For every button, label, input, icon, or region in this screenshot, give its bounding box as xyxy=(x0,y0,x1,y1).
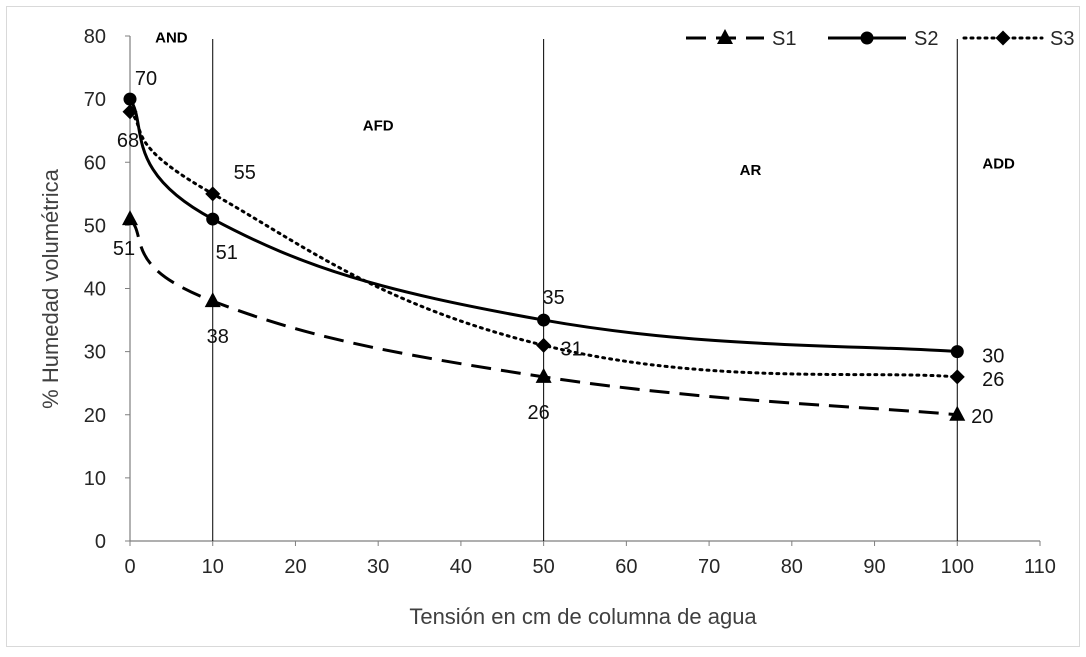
data-label-s3: 55 xyxy=(234,162,256,184)
x-tick-label: 0 xyxy=(124,556,135,578)
legend-marker-s2 xyxy=(860,31,874,45)
data-label-s2: 35 xyxy=(543,287,565,309)
x-tick-label: 90 xyxy=(863,556,885,578)
legend-label-s2: S2 xyxy=(914,28,938,50)
data-point-s1 xyxy=(949,405,966,421)
chart-frame xyxy=(6,6,1080,647)
x-tick-label: 10 xyxy=(202,556,224,578)
y-tick-label: 20 xyxy=(84,405,106,427)
data-label-s2: 30 xyxy=(982,346,1004,368)
data-label-s3: 68 xyxy=(117,130,139,152)
data-point-s2 xyxy=(123,92,137,106)
data-point-s2 xyxy=(537,313,551,327)
y-tick-label: 70 xyxy=(84,89,106,111)
x-axis-title: Tensión en cm de columna de agua xyxy=(409,604,757,629)
legend-label-s3: S3 xyxy=(1050,28,1074,50)
data-point-s1 xyxy=(535,367,552,383)
data-label-s2: 51 xyxy=(216,242,238,264)
legend-marker-s1 xyxy=(717,29,733,44)
region-label: AR xyxy=(740,162,762,179)
data-label-s1: 26 xyxy=(528,402,550,424)
data-label-s1: 20 xyxy=(971,406,993,428)
y-tick-label: 10 xyxy=(84,468,106,490)
y-tick-label: 50 xyxy=(84,215,106,237)
data-label-s1: 38 xyxy=(207,326,229,348)
legend: S1 S2 S3 xyxy=(686,28,1074,50)
region-label: AND xyxy=(155,29,188,46)
x-tick-label: 110 xyxy=(1024,556,1056,578)
data-labels: 51 38 26 20 70 51 35 30 68 55 31 26 xyxy=(113,68,1005,428)
y-tick-label: 30 xyxy=(84,342,106,364)
x-tick-label: 100 xyxy=(941,556,974,578)
y-tick-label: 0 xyxy=(95,531,106,553)
reference-lines xyxy=(212,39,958,541)
x-tick-label: 20 xyxy=(284,556,306,578)
region-label: ADD xyxy=(982,156,1015,173)
y-tick-label: 60 xyxy=(84,152,106,174)
x-tick-label: 80 xyxy=(781,556,803,578)
region-label: AFD xyxy=(363,118,394,135)
axes: 0 10 20 30 40 50 60 70 80 90 100 110 0 10 20 30 40 50 60 70… xyxy=(84,26,1056,578)
x-tick-label: 50 xyxy=(533,556,555,578)
x-tick-label: 40 xyxy=(450,556,472,578)
data-point-s3 xyxy=(122,104,138,120)
series-line-s1 xyxy=(128,217,958,417)
data-point-s3 xyxy=(949,369,965,385)
series-group xyxy=(122,92,966,421)
data-label-s1: 51 xyxy=(113,238,135,260)
data-label-s2: 70 xyxy=(135,68,157,90)
data-point-s2 xyxy=(206,212,220,226)
series-line-s2 xyxy=(128,98,958,354)
data-point-s3 xyxy=(205,186,221,202)
legend-marker-s3 xyxy=(995,30,1011,46)
data-label-s3: 31 xyxy=(561,338,583,360)
series-line-s3 xyxy=(128,110,959,379)
data-label-s3: 26 xyxy=(982,369,1004,391)
legend-label-s1: S1 xyxy=(772,28,796,50)
y-tick-label: 40 xyxy=(84,279,106,301)
y-tick-label: 80 xyxy=(84,26,106,48)
data-point-s1 xyxy=(122,210,138,226)
data-point-s1 xyxy=(204,292,221,308)
x-tick-label: 70 xyxy=(698,556,720,578)
x-tick-label: 30 xyxy=(367,556,389,578)
data-point-s2 xyxy=(950,345,964,359)
region-labels: AND AFD AR ADD xyxy=(155,29,1015,179)
data-point-s3 xyxy=(536,337,552,353)
x-tick-label: 60 xyxy=(615,556,637,578)
y-axis-title: % Humedad volumétrica xyxy=(38,168,63,408)
